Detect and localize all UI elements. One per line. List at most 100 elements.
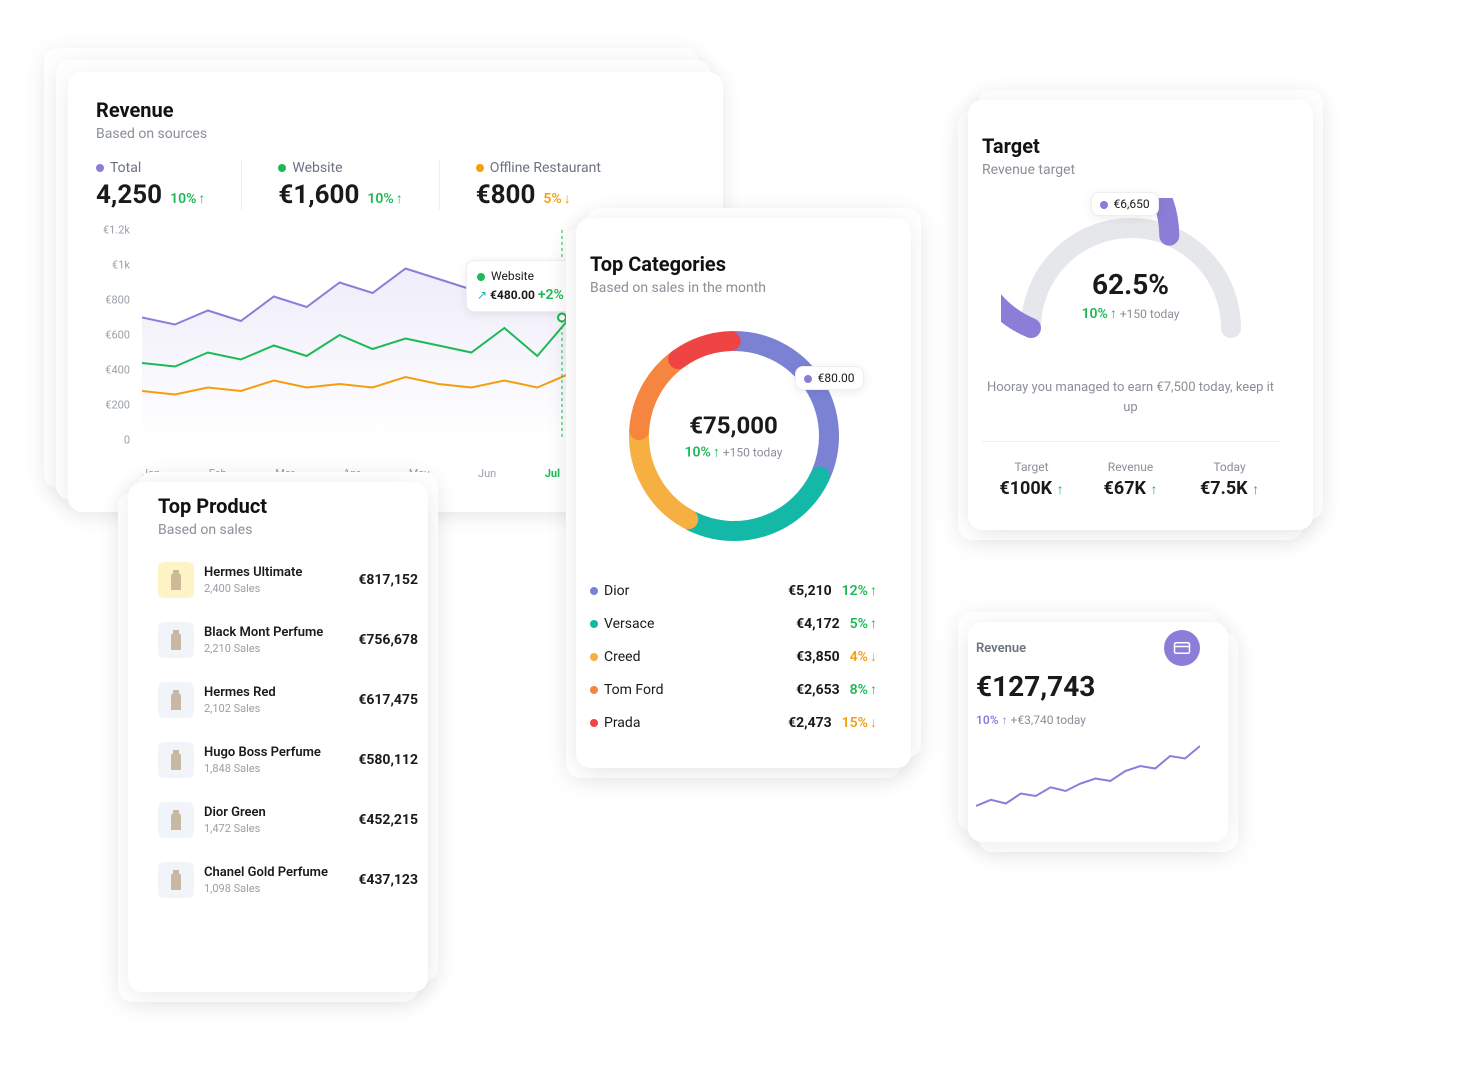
gauge-center: 62.5% 10% +150 today [1082, 268, 1180, 322]
category-pct: 15% [842, 714, 877, 731]
product-thumb [158, 742, 194, 778]
category-row[interactable]: Versace €4,172 5% [590, 607, 877, 640]
stat-value: €1,600 10% [278, 180, 402, 210]
revenue-mini-header: Revenue [976, 630, 1200, 666]
gauge-pct-change: 10% [1082, 306, 1117, 322]
product-amount: €617,475 [358, 692, 418, 708]
target-subtitle: Revenue target [982, 162, 1279, 178]
category-amount: €2,473 [788, 715, 832, 731]
top-product-card: Top Product Based on sales Hermes Ultima… [138, 472, 438, 982]
donut-chart: €80.00 €75,000 10% +150 today [614, 316, 854, 556]
product-amount: €756,678 [358, 632, 418, 648]
category-name: Dior [604, 583, 788, 599]
target-stat: Revenue €67K ↑ [1081, 460, 1180, 499]
target-stat-value: €7.5K ↑ [1180, 478, 1279, 499]
product-sales: 2,400 Sales [204, 582, 358, 595]
target-card: Target Revenue target €6,650 62.5% 10% +… [958, 110, 1303, 540]
product-info: Hugo Boss Perfume 1,848 Sales [204, 745, 358, 775]
target-message: Hooray you managed to earn €7,500 today,… [982, 378, 1279, 417]
product-row[interactable]: Hermes Red 2,102 Sales €617,475 [158, 670, 418, 730]
gauge-chart: €6,650 62.5% 10% +150 today [1001, 198, 1261, 348]
donut-tooltip: €80.00 [795, 366, 864, 390]
category-amount: €2,653 [796, 682, 840, 698]
product-row[interactable]: Chanel Gold Perfume 1,098 Sales €437,123 [158, 850, 418, 910]
category-pct: 12% [842, 582, 877, 599]
product-name: Black Mont Perfume [204, 625, 358, 640]
revenue-mini-extra: +€3,740 today [1011, 713, 1086, 727]
donut-center: €75,000 10% +150 today [685, 412, 783, 461]
category-name: Creed [604, 649, 796, 665]
revenue-stat: Total 4,250 10% [96, 160, 242, 210]
y-tick-label: €400 [105, 364, 130, 377]
category-list: Dior €5,210 12% Versace €4,172 5% Creed … [590, 574, 877, 739]
y-tick-label: €600 [105, 329, 130, 342]
y-tick-label: €1.2k [103, 224, 130, 237]
tooltip-dot [477, 273, 485, 281]
gauge-sub: 10% +150 today [1082, 305, 1180, 322]
product-amount: €452,215 [358, 812, 418, 828]
stat-label: Website [278, 160, 402, 176]
category-dot [590, 653, 598, 661]
product-info: Black Mont Perfume 2,210 Sales [204, 625, 358, 655]
product-name: Dior Green [204, 805, 358, 820]
tooltip-label: Website [491, 269, 534, 283]
donut-tooltip-value: €80.00 [818, 371, 855, 385]
revenue-mini-sub: 10% ↑ +€3,740 today [976, 713, 1200, 727]
category-name: Tom Ford [604, 682, 796, 698]
y-tick-label: 0 [124, 434, 130, 447]
product-thumb [158, 622, 194, 658]
stat-label: Total [96, 160, 205, 176]
product-sales: 1,848 Sales [204, 762, 358, 775]
top-product-subtitle: Based on sales [158, 522, 418, 538]
category-row[interactable]: Creed €3,850 4% [590, 640, 877, 673]
revenue-mini-pct: 10% [976, 713, 999, 727]
gauge-tooltip-value: €6,650 [1114, 197, 1150, 211]
revenue-title: Revenue [96, 98, 695, 122]
product-list: Hermes Ultimate 2,400 Sales €817,152 Bla… [158, 550, 418, 910]
category-row[interactable]: Dior €5,210 12% [590, 574, 877, 607]
product-row[interactable]: Hermes Ultimate 2,400 Sales €817,152 [158, 550, 418, 610]
top-categories-subtitle: Based on sales in the month [590, 280, 877, 296]
category-row[interactable]: Prada €2,473 15% [590, 706, 877, 739]
tooltip-value: €480.00 [490, 288, 535, 302]
tooltip-dot [804, 375, 812, 383]
category-name: Versace [604, 616, 796, 632]
product-thumb [158, 562, 194, 598]
revenue-subtitle: Based on sources [96, 126, 695, 142]
product-amount: €437,123 [358, 872, 418, 888]
product-row[interactable]: Hugo Boss Perfume 1,848 Sales €580,112 [158, 730, 418, 790]
target-stat-label: Revenue [1081, 460, 1180, 474]
product-name: Hermes Ultimate [204, 565, 358, 580]
product-amount: €817,152 [358, 572, 418, 588]
target-stat-label: Target [982, 460, 1081, 474]
x-tick-label: Jul [545, 467, 560, 480]
y-tick-label: €1k [112, 259, 130, 272]
donut-center-sub: 10% +150 today [685, 444, 783, 461]
category-dot [590, 719, 598, 727]
target-stat-value: €100K ↑ [982, 478, 1081, 499]
product-info: Hermes Red 2,102 Sales [204, 685, 358, 715]
product-sales: 1,472 Sales [204, 822, 358, 835]
category-name: Prada [604, 715, 788, 731]
product-name: Hugo Boss Perfume [204, 745, 358, 760]
category-pct: 4% [850, 648, 877, 665]
product-thumb [158, 682, 194, 718]
category-pct: 8% [850, 681, 877, 698]
product-row[interactable]: Black Mont Perfume 2,210 Sales €756,678 [158, 610, 418, 670]
product-info: Hermes Ultimate 2,400 Sales [204, 565, 358, 595]
tooltip-pct: +2% [538, 287, 564, 303]
stat-label: Offline Restaurant [476, 160, 601, 176]
y-tick-label: €200 [105, 399, 130, 412]
y-tick-label: €800 [105, 294, 130, 307]
target-title: Target [982, 134, 1279, 158]
product-sales: 2,210 Sales [204, 642, 358, 655]
target-stats: Target €100K ↑ Revenue €67K ↑ Today €7.5… [982, 441, 1279, 499]
product-row[interactable]: Dior Green 1,472 Sales €452,215 [158, 790, 418, 850]
donut-extra: +150 today [723, 446, 783, 460]
revenue-stats: Total 4,250 10% Website €1,600 10% Offli… [96, 160, 695, 210]
top-product-title: Top Product [158, 494, 418, 518]
chart-tooltip: Website ↗ €480.00 +2% [466, 260, 575, 312]
category-row[interactable]: Tom Ford €2,653 8% [590, 673, 877, 706]
gauge-tooltip: €6,650 [1091, 192, 1159, 216]
category-dot [590, 686, 598, 694]
